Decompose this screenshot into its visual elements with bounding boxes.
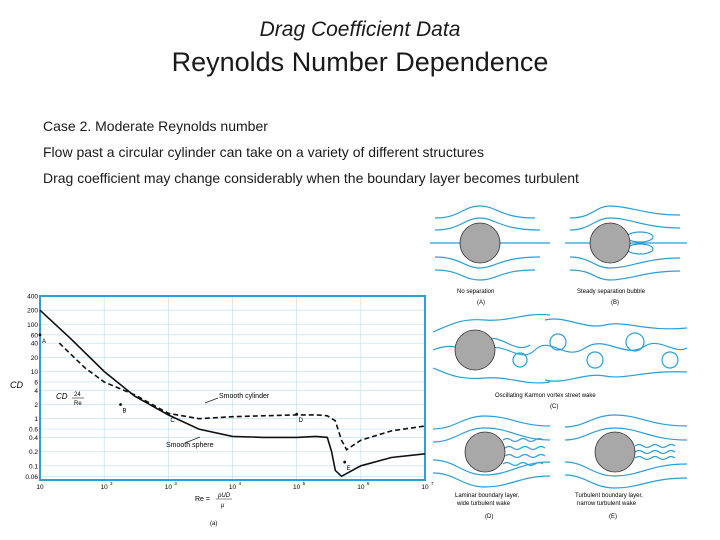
panel-b-caption: Steady separation bubble — [577, 289, 646, 295]
panel-c-letter: (C) — [550, 404, 558, 410]
x-tick-label: 10 — [165, 484, 173, 491]
streamlines-e — [564, 414, 688, 489]
flow-panel-turbulent-bl: Turbulent boundary layer, narrow turbule… — [564, 414, 688, 520]
point-c — [166, 412, 170, 416]
x-axis-label: Re = ρUD μ — [195, 493, 232, 509]
x-tick-label: 10 — [101, 484, 109, 491]
y-tick-label: 0.06 — [25, 474, 38, 481]
svg-text:CD: CD — [56, 392, 68, 401]
y-tick-label: 60 — [31, 332, 39, 339]
y-tick-label: 200 — [27, 308, 38, 315]
panel-d-letter: (D) — [485, 514, 493, 520]
smooth-sphere-annotation: Smooth sphere — [166, 436, 214, 449]
svg-text:ρUD: ρUD — [217, 493, 231, 499]
y-tick-label: 0.6 — [29, 427, 38, 434]
chart-caption: (a) — [210, 521, 217, 527]
flow-panel-no-separation: No separation (A) — [430, 205, 550, 306]
streamlines-c — [432, 313, 688, 384]
y-tick-label: 40 — [31, 341, 39, 348]
svg-text:μ: μ — [220, 503, 225, 509]
cylinder-b — [589, 222, 631, 264]
y-tick-label: 6 — [34, 379, 38, 386]
x-tick-label: 10 — [229, 484, 237, 491]
bullet-3: Drag coefficient may change considerably… — [43, 170, 579, 186]
slide-subtitle: Drag Coefficient Data — [259, 18, 461, 41]
point-label-d: D — [299, 418, 304, 424]
x-tick-label: 10 — [293, 484, 301, 491]
y-tick-labels: 400 200 100 60 40 20 10 6 4 2 1 0.60.4 0.2 0.1 0.06 — [25, 294, 38, 481]
panel-c-caption: Oscillating Karmon vortex street wake — [495, 393, 596, 399]
point-label-c: C — [170, 418, 175, 424]
svg-text:24: 24 — [74, 392, 81, 398]
x-tick-exponent: 2 — [110, 481, 113, 486]
point-d — [295, 412, 299, 416]
cylinder-c — [454, 329, 496, 371]
dashed-formula: CD 24 Re — [56, 392, 84, 407]
slide-title: Reynolds Number Dependence — [171, 47, 549, 77]
flow-regimes-figure: No separation (A) Steady separation bubb… — [430, 205, 688, 520]
bullet-2: Flow past a circular cylinder can take o… — [43, 144, 484, 160]
svg-text:Re: Re — [74, 401, 82, 407]
x-tick-exponent: 5 — [303, 481, 306, 486]
flow-panel-vortex-street: Oscillating Karmon vortex street wake (C… — [432, 313, 688, 410]
point-e — [343, 460, 347, 464]
point-a — [38, 333, 42, 337]
y-tick-label: 400 — [27, 294, 38, 301]
panel-a-letter: (A) — [477, 300, 485, 306]
x-tick-label: 10 — [36, 484, 44, 491]
panel-e-letter: (E) — [609, 514, 617, 520]
smooth-cylinder-annotation: Smooth cylinder — [204, 393, 270, 404]
x-tick-exponent: 7 — [431, 481, 434, 486]
flow-panel-laminar-bl: Laminar boundary layer, wide turbulent w… — [432, 415, 551, 520]
x-tick-exponent: 4 — [239, 481, 242, 486]
streamlines-d — [432, 415, 551, 488]
cylinder-a — [459, 222, 501, 264]
point-label-e: E — [347, 466, 351, 472]
cylinder-d — [464, 431, 506, 473]
flow-panel-separation-bubble: Steady separation bubble (B) — [565, 205, 687, 306]
panel-e-caption-line1: Turbulent boundary layer, — [575, 493, 643, 499]
cylinder-e — [594, 431, 636, 473]
x-tick-label: 10 — [357, 484, 365, 491]
y-tick-label: 0.2 — [29, 449, 38, 456]
bullet-1: Case 2. Moderate Reynolds number — [43, 118, 268, 134]
panel-b-letter: (B) — [611, 300, 619, 306]
y-tick-label: 4 — [34, 388, 38, 395]
chart-points: ABC DE — [38, 333, 351, 472]
y-tick-label: 2 — [34, 402, 38, 409]
x-tick-label: 10 — [421, 484, 429, 491]
svg-text:Smooth cylinder: Smooth cylinder — [219, 393, 270, 400]
x-tick-exponent: 3 — [174, 481, 177, 486]
y-tick-label: 10 — [31, 369, 39, 376]
series-smooth-sphere — [39, 309, 426, 478]
panel-a-caption: No separation — [457, 289, 494, 295]
y-tick-label: 100 — [27, 322, 38, 329]
y-tick-label: 0.4 — [29, 435, 38, 442]
svg-text:Re =: Re = — [195, 496, 210, 503]
chart-frame — [39, 295, 426, 481]
point-b — [119, 403, 122, 406]
y-tick-label: 20 — [31, 355, 39, 362]
y-axis-label: CD — [10, 380, 23, 390]
point-label-a: A — [42, 339, 46, 345]
panel-d-caption-line2: wide turbulent wake — [456, 501, 511, 507]
svg-text:Smooth sphere: Smooth sphere — [166, 442, 214, 449]
chart-grid — [39, 295, 426, 480]
panel-e-caption-line2: narrow turbulent wake — [577, 501, 637, 507]
panel-d-caption-line1: Laminar boundary layer, — [455, 493, 520, 499]
y-tick-label: 0.1 — [29, 463, 38, 470]
point-label-b: B — [123, 408, 127, 414]
x-tick-exponent: 6 — [367, 481, 370, 486]
y-tick-label: 1 — [34, 416, 38, 423]
